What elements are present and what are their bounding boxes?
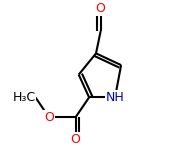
Text: O: O [96,2,106,15]
Text: NH: NH [106,91,124,104]
Text: H₃C: H₃C [12,91,35,104]
Text: O: O [71,133,81,146]
Text: O: O [44,111,54,124]
